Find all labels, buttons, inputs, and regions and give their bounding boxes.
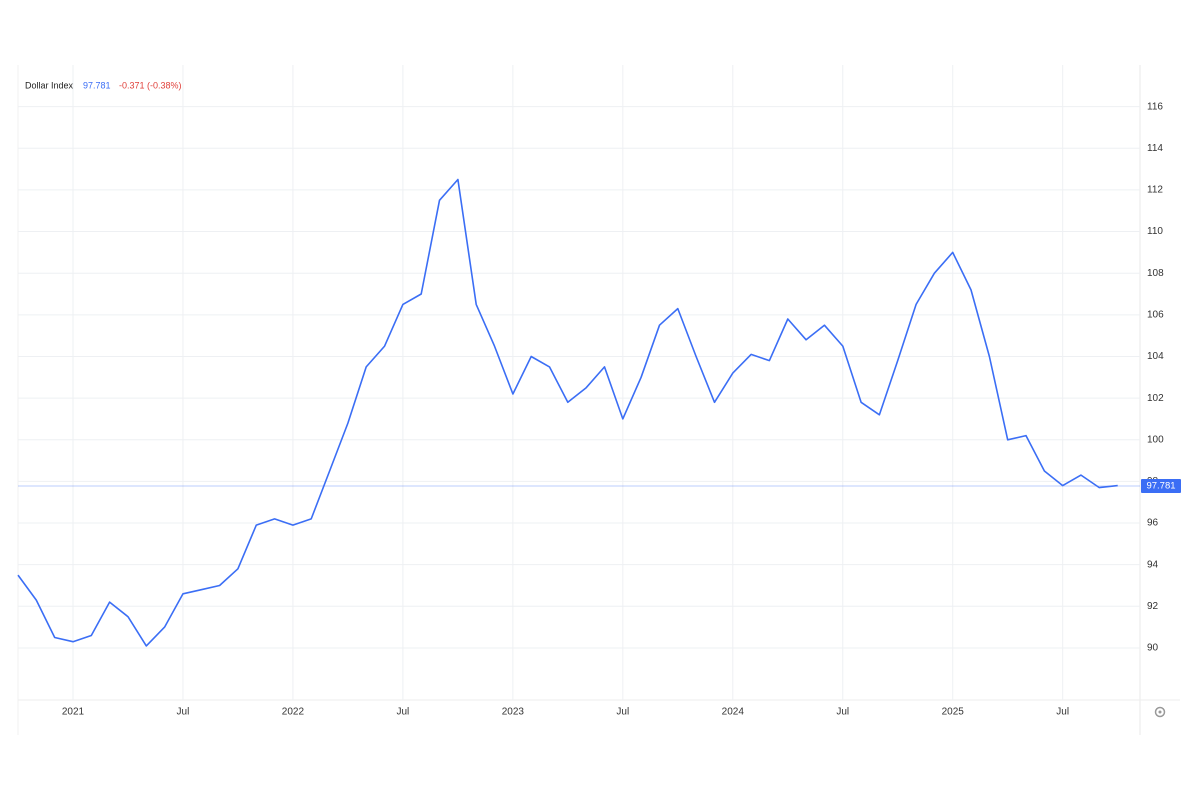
y-tick-label: 94 bbox=[1147, 559, 1159, 570]
last-value-label: 97.781 bbox=[1146, 480, 1175, 491]
gear bbox=[1154, 706, 1166, 718]
chart-title: Dollar Index bbox=[25, 80, 74, 90]
y-tick-label: 108 bbox=[1147, 268, 1164, 279]
x-tick-label: 2025 bbox=[942, 707, 965, 718]
y-tick-label: 100 bbox=[1147, 434, 1164, 445]
x-tick-label: 2024 bbox=[722, 707, 745, 718]
header-change: -0.371 (-0.38%) bbox=[119, 80, 182, 90]
y-tick-label: 114 bbox=[1147, 143, 1163, 154]
y-tick-label: 112 bbox=[1147, 185, 1163, 196]
y-tick-label: 90 bbox=[1147, 643, 1159, 654]
y-tick-label: 116 bbox=[1147, 101, 1163, 112]
y-tick-label: 110 bbox=[1147, 226, 1163, 237]
y-tick-label: 106 bbox=[1147, 309, 1164, 320]
grid bbox=[18, 65, 1140, 700]
last-value-box bbox=[1141, 478, 1181, 493]
y-tick-label: 96 bbox=[1147, 518, 1159, 529]
y-tick-label: 102 bbox=[1147, 393, 1164, 404]
x-tick-label: Jul bbox=[616, 707, 629, 718]
settings-icon[interactable] bbox=[1154, 706, 1166, 718]
x-tick-label: Jul bbox=[177, 707, 190, 718]
x-tick-label: 2022 bbox=[282, 707, 305, 718]
price-line bbox=[17, 178, 1118, 647]
x-tick-label: 2021 bbox=[62, 707, 85, 718]
gear-center bbox=[1158, 710, 1162, 714]
y-tick-label: 104 bbox=[1147, 351, 1164, 362]
x-tick-label: Jul bbox=[1056, 707, 1069, 718]
header-value: 97.781 bbox=[83, 80, 111, 90]
x-tick-label: Jul bbox=[836, 707, 849, 718]
x-tick-label: 2023 bbox=[502, 707, 525, 718]
x-tick-label: Jul bbox=[396, 707, 409, 718]
y-tick-label: 92 bbox=[1147, 601, 1159, 612]
